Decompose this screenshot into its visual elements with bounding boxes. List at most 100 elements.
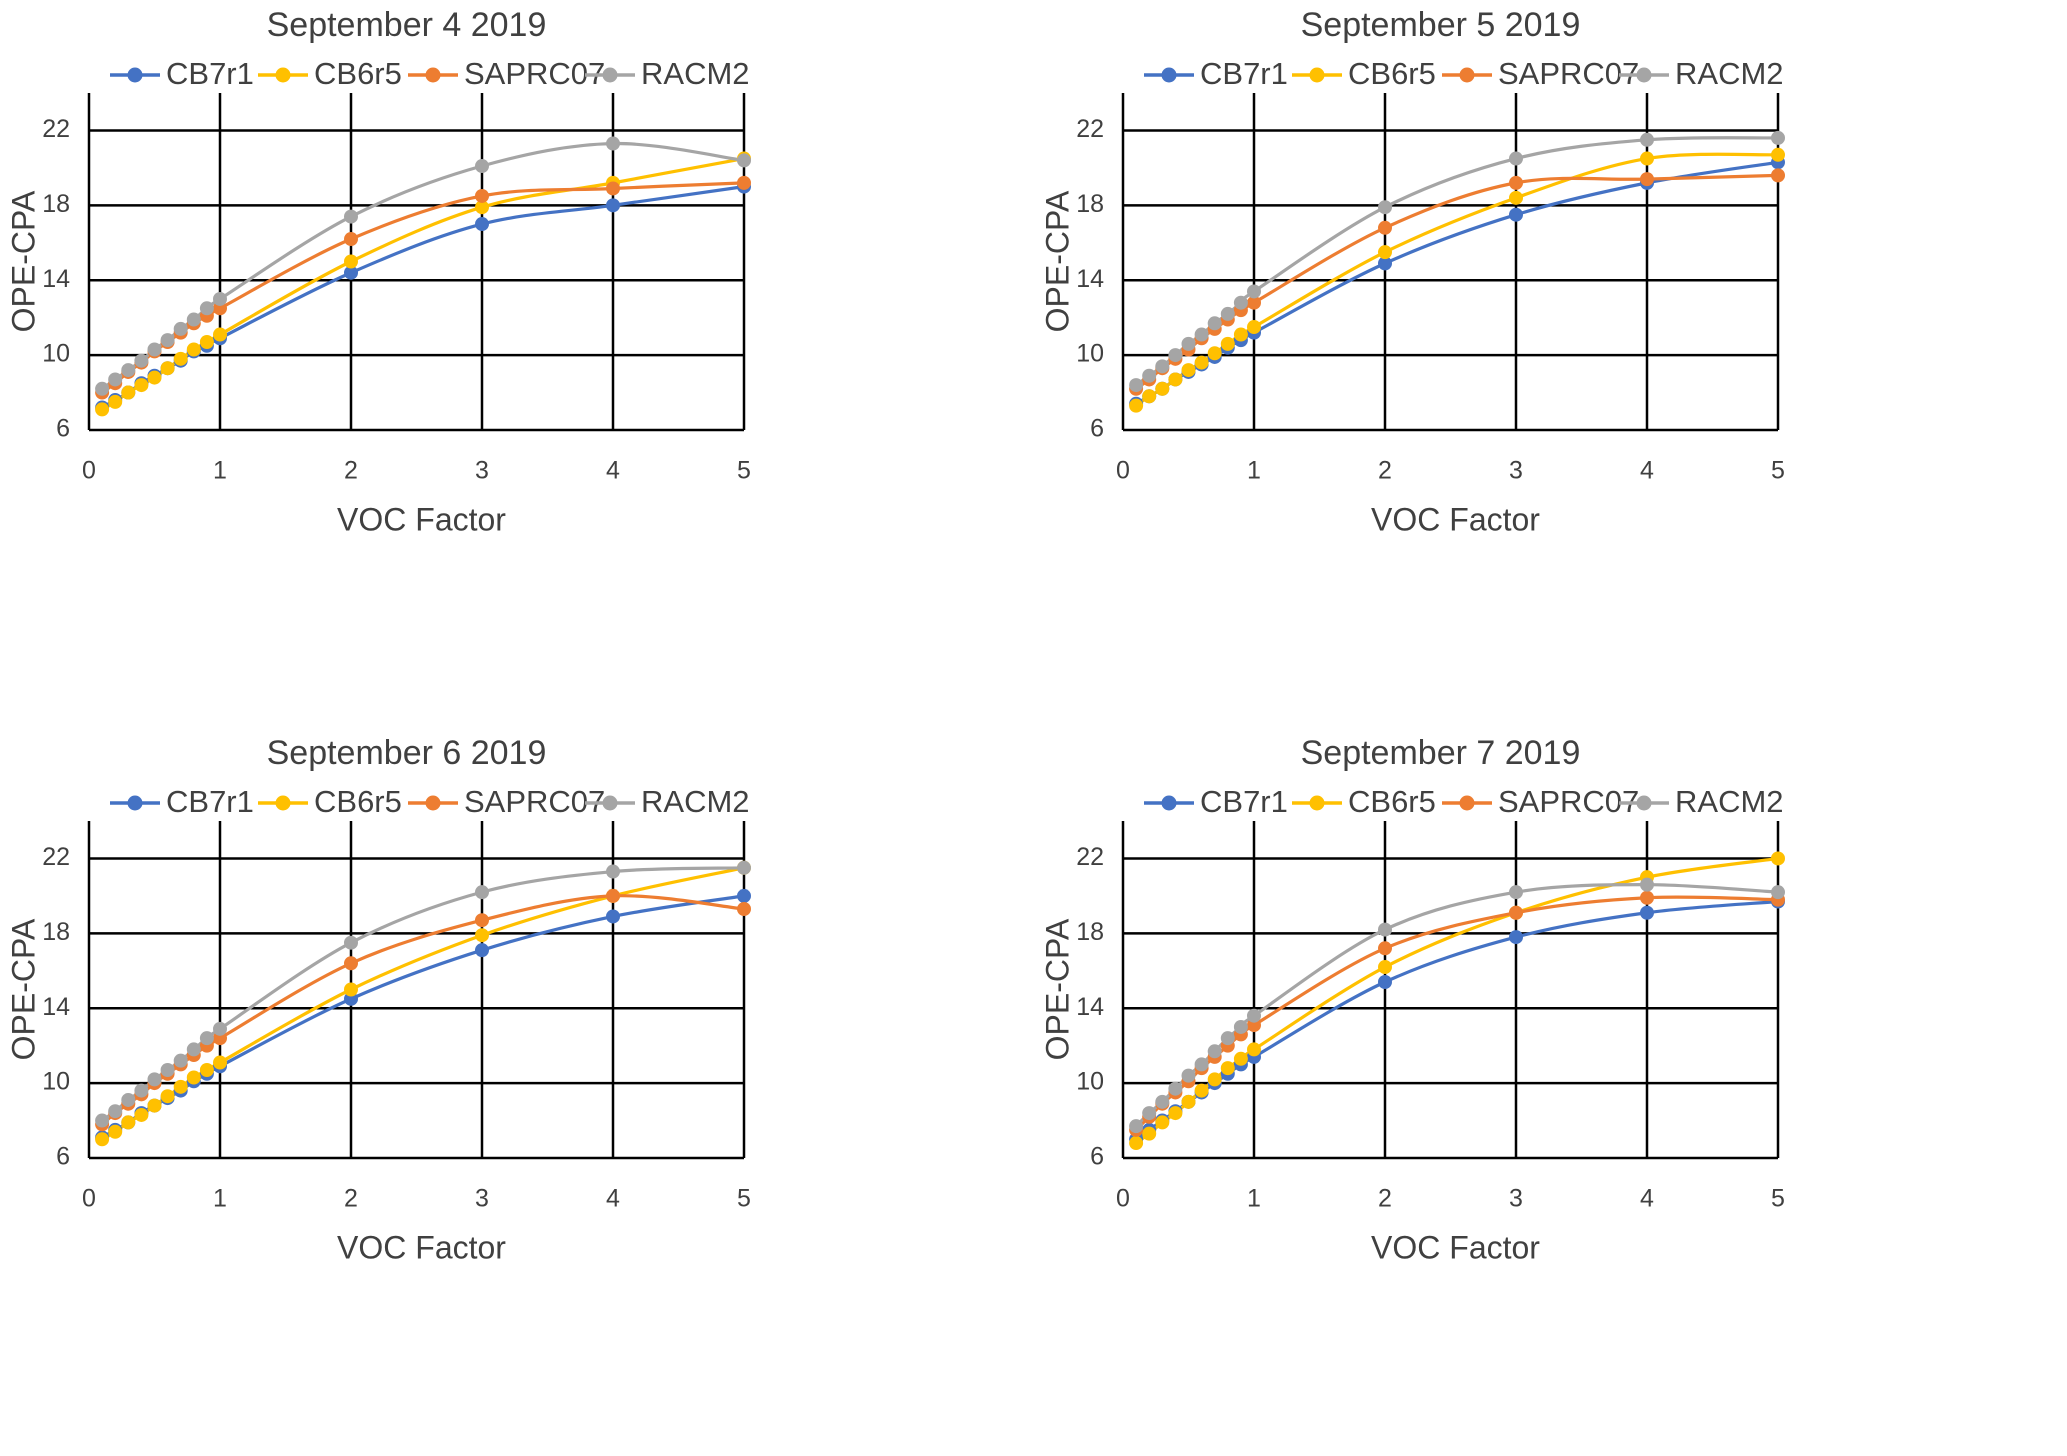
data-point-saprc07 bbox=[1247, 295, 1261, 310]
y-axis-label: OPE-CPA bbox=[1039, 190, 1075, 332]
x-tick-label: 5 bbox=[737, 1185, 751, 1213]
data-point-saprc07 bbox=[344, 956, 358, 971]
legend-label: CB6r5 bbox=[314, 784, 402, 819]
y-tick-label: 22 bbox=[42, 115, 70, 143]
legend-swatch-marker bbox=[275, 795, 291, 811]
y-tick-label: 10 bbox=[1076, 340, 1104, 368]
data-point-cb6r5 bbox=[108, 394, 123, 409]
data-point-racm2 bbox=[213, 1021, 227, 1036]
data-point-racm2 bbox=[95, 1113, 110, 1128]
data-point-racm2 bbox=[1771, 130, 1785, 145]
data-point-cb6r5 bbox=[475, 928, 489, 943]
data-point-cb6r5 bbox=[1233, 327, 1248, 342]
data-point-cb6r5 bbox=[1207, 346, 1222, 361]
data-point-cb6r5 bbox=[147, 370, 162, 385]
data-point-cb6r5 bbox=[213, 327, 227, 342]
data-point-saprc07 bbox=[1378, 220, 1392, 235]
legend-swatch-marker bbox=[1636, 67, 1652, 83]
data-point-racm2 bbox=[173, 321, 188, 336]
x-tick-label: 2 bbox=[1378, 457, 1392, 485]
data-point-racm2 bbox=[606, 136, 620, 151]
data-point-racm2 bbox=[1233, 295, 1248, 310]
data-point-racm2 bbox=[121, 363, 136, 378]
data-point-racm2 bbox=[475, 159, 489, 174]
data-point-cb6r5 bbox=[95, 1132, 110, 1147]
data-point-cb7r1 bbox=[475, 217, 489, 232]
legend-swatch-marker bbox=[602, 67, 618, 83]
data-point-cb6r5 bbox=[95, 402, 110, 417]
data-point-cb6r5 bbox=[1194, 355, 1209, 370]
x-tick-label: 3 bbox=[1509, 1185, 1523, 1213]
y-tick-label: 18 bbox=[42, 918, 70, 946]
legend-label: RACM2 bbox=[1675, 784, 1784, 819]
data-point-racm2 bbox=[737, 860, 751, 875]
legend-item-racm2: RACM2 bbox=[585, 784, 750, 819]
data-point-cb6r5 bbox=[1220, 1061, 1235, 1076]
chart-panel-sep6: September 6 2019 6 10 14 18 22 0 1 2 3 4 5 VOC Facto… bbox=[0, 728, 1033, 1456]
x-tick-label: 0 bbox=[1116, 457, 1130, 485]
data-point-racm2 bbox=[1194, 1057, 1209, 1072]
x-tick-label: 0 bbox=[1116, 1185, 1130, 1213]
chart-svg: September 7 2019 6 10 14 18 22 0 1 2 3 4 5 VOC Facto… bbox=[1039, 734, 1785, 1265]
data-point-cb6r5 bbox=[186, 342, 201, 357]
legend-label: SAPRC07 bbox=[1498, 784, 1639, 819]
x-tick-label: 4 bbox=[606, 457, 620, 485]
legend-item-saprc07: SAPRC07 bbox=[1442, 784, 1639, 819]
data-point-cb6r5 bbox=[1168, 1106, 1183, 1121]
data-point-racm2 bbox=[1247, 1008, 1261, 1023]
data-point-saprc07 bbox=[737, 175, 751, 190]
data-point-saprc07 bbox=[1640, 890, 1654, 905]
data-point-racm2 bbox=[1207, 1044, 1222, 1059]
series-line-cb7r1 bbox=[100, 185, 746, 410]
legend-swatch-marker bbox=[602, 795, 618, 811]
data-point-cb6r5 bbox=[1771, 851, 1785, 866]
y-tick-label: 18 bbox=[42, 190, 70, 218]
x-tick-label: 2 bbox=[1378, 1185, 1392, 1213]
x-tick-label: 1 bbox=[1247, 1185, 1261, 1213]
data-point-cb7r1 bbox=[737, 888, 751, 903]
y-tick-label: 14 bbox=[1076, 265, 1104, 293]
series-line-cb7r1 bbox=[1134, 899, 1780, 1141]
data-point-racm2 bbox=[344, 209, 358, 224]
data-point-racm2 bbox=[199, 301, 214, 316]
y-tick-label: 6 bbox=[1090, 415, 1104, 443]
series-line-cb6r5 bbox=[100, 156, 746, 412]
legend-swatch-marker bbox=[1459, 67, 1475, 83]
legend-swatch-marker bbox=[1309, 795, 1325, 811]
data-point-cb6r5 bbox=[1640, 151, 1654, 166]
data-point-cb7r1 bbox=[1378, 256, 1392, 271]
data-point-racm2 bbox=[1155, 359, 1170, 374]
data-point-cb7r1 bbox=[1378, 975, 1392, 990]
x-tick-label: 3 bbox=[475, 457, 489, 485]
data-point-racm2 bbox=[737, 153, 751, 168]
y-tick-label: 18 bbox=[1076, 918, 1104, 946]
data-point-saprc07 bbox=[1509, 905, 1523, 920]
data-point-racm2 bbox=[1194, 327, 1209, 342]
legend-label: CB7r1 bbox=[1200, 56, 1288, 91]
legend-swatch-marker bbox=[1309, 67, 1325, 83]
data-point-cb6r5 bbox=[121, 1115, 136, 1130]
data-point-cb6r5 bbox=[1247, 320, 1261, 335]
y-tick-label: 10 bbox=[1076, 1068, 1104, 1096]
data-point-racm2 bbox=[95, 381, 110, 396]
chart-svg: September 4 2019 6 10 14 18 22 0 1 2 3 4 5 VOC Facto… bbox=[5, 6, 751, 537]
legend-label: CB7r1 bbox=[166, 784, 254, 819]
chart-title: September 7 2019 bbox=[1301, 734, 1581, 772]
legend-label: SAPRC07 bbox=[1498, 56, 1639, 91]
series-line-saprc07 bbox=[100, 894, 746, 1126]
data-point-cb6r5 bbox=[147, 1098, 162, 1113]
data-point-saprc07 bbox=[1640, 172, 1654, 187]
y-tick-label: 6 bbox=[1090, 1143, 1104, 1171]
y-tick-label: 6 bbox=[56, 415, 70, 443]
data-point-racm2 bbox=[475, 885, 489, 900]
data-point-racm2 bbox=[108, 372, 123, 387]
data-point-saprc07 bbox=[344, 232, 358, 247]
data-point-cb6r5 bbox=[199, 335, 214, 350]
data-point-saprc07 bbox=[1771, 168, 1785, 183]
chart-title: September 6 2019 bbox=[267, 734, 547, 772]
chart-svg: September 6 2019 6 10 14 18 22 0 1 2 3 4 5 VOC Facto… bbox=[5, 734, 751, 1265]
legend-swatch-marker bbox=[127, 795, 143, 811]
legend-item-saprc07: SAPRC07 bbox=[408, 56, 605, 91]
data-point-cb6r5 bbox=[1233, 1051, 1248, 1066]
y-tick-label: 22 bbox=[42, 843, 70, 871]
